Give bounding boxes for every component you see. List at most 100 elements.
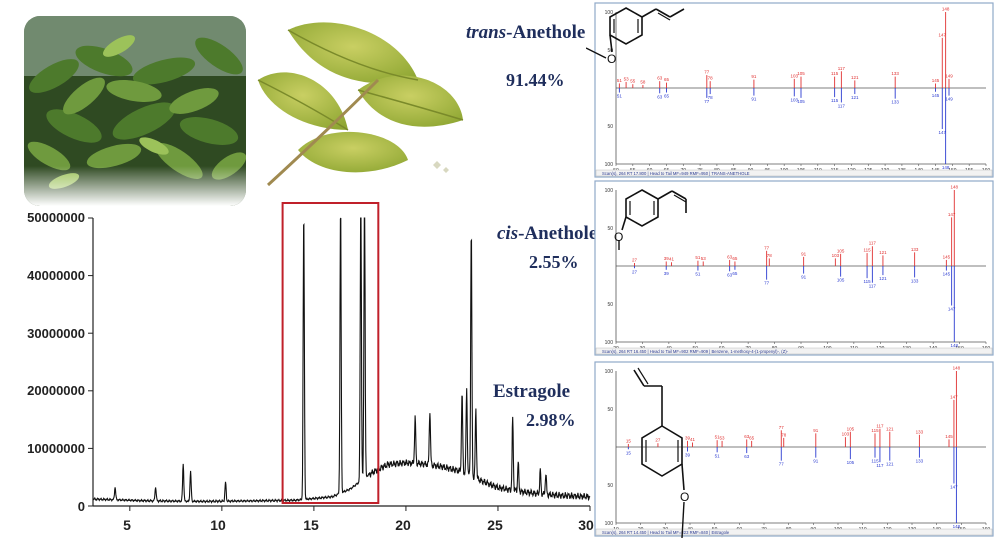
library-peak-label: 121 [886, 462, 894, 467]
sample-peak-label: 77 [704, 70, 710, 75]
sample-peak-label: 115 [863, 248, 871, 253]
sample-peak-label: 27 [655, 438, 661, 443]
compound-name-estragole: Estragole [493, 381, 570, 403]
spectrum-y-tick-label: 50 [607, 124, 613, 130]
library-peak-label: 78 [708, 95, 714, 100]
library-peak-label: 149 [945, 97, 953, 102]
x-tick-label: 10 [210, 517, 226, 533]
compound-suffix: -Anethole [506, 22, 586, 43]
library-peak-label: 115 [831, 98, 839, 103]
spectrum-footer-text: Scan(s), 264 RT 16.450 | Head to Tail MF… [602, 349, 789, 354]
sample-peak-label: 39 [685, 435, 691, 440]
sample-peak-label: 117 [838, 66, 846, 71]
library-peak-label: 133 [891, 100, 899, 105]
sample-peak-label: 105 [797, 71, 805, 76]
library-peak-label: 105 [797, 99, 805, 104]
library-peak-label: 51 [695, 272, 701, 277]
library-peak-label: 117 [869, 284, 877, 289]
x-tick-label: 25 [487, 517, 503, 533]
spectrum-y-tick-label: 50 [607, 483, 613, 489]
sample-peak-label: 117 [876, 423, 884, 428]
y-tick-label: 20000000 [27, 383, 85, 398]
mass-spectrum-trans-anethole: 1005050100505560657075808590951001051101… [594, 2, 994, 178]
sample-peak-label: 145 [932, 78, 940, 83]
library-peak-label: 133 [916, 459, 924, 464]
structure-estragole [633, 367, 685, 539]
library-peak-label: 117 [838, 103, 846, 108]
sample-peak-label: 145 [943, 254, 951, 259]
library-peak-label: 51 [617, 94, 623, 99]
x-tick-label: 5 [123, 517, 131, 533]
spectrum-footer-bar [595, 528, 993, 536]
sample-peak-label: 103 [842, 432, 850, 437]
sample-peak-label: 65 [732, 256, 738, 261]
library-peak-label: 51 [715, 453, 721, 458]
library-peak-label: 115 [871, 459, 879, 464]
highlight-box [281, 202, 380, 504]
sample-peak-label: 63 [657, 76, 663, 81]
sample-peak-label: 55 [630, 79, 636, 84]
library-peak-label: 121 [851, 95, 859, 100]
sample-peak-label: 133 [891, 71, 899, 76]
spectrum-y-tick-label: 50 [607, 226, 613, 232]
oxygen-atom-label: O [607, 52, 617, 66]
sample-peak-label: 148 [953, 366, 961, 371]
sample-peak-label: 148 [951, 185, 959, 190]
sample-peak-label: 117 [869, 241, 877, 246]
library-peak-label: 91 [801, 275, 807, 280]
sample-peak-label: 121 [886, 426, 894, 431]
sample-peak-label: 41 [690, 437, 696, 442]
compound-suffix: -Anethole [518, 223, 598, 244]
library-peak-label: 105 [837, 278, 845, 283]
sample-peak-label: 51 [715, 435, 721, 440]
spectrum-y-tick-label: 100 [605, 369, 614, 375]
library-peak-label: 148 [951, 343, 959, 348]
library-peak-label: 145 [932, 93, 940, 98]
sample-peak-label: 39 [664, 256, 670, 261]
sample-peak-label: 149 [945, 73, 953, 78]
x-tick-label: 15 [303, 517, 319, 533]
sample-peak-label: 145 [945, 434, 953, 439]
spectrum-y-tick-label: 50 [607, 407, 613, 413]
compound-suffix: Estragole [493, 381, 571, 402]
sample-peak-label: 53 [701, 256, 707, 261]
compound-percent-estragole: 2.98% [526, 410, 576, 430]
spectrum-footer-bar [595, 169, 993, 177]
spectrum-y-tick-label: 100 [605, 162, 614, 168]
spectrum-y-tick-label: 100 [605, 10, 614, 16]
library-peak-label: 77 [779, 462, 785, 467]
sample-peak-label: 65 [749, 435, 755, 440]
sample-peak-label: 77 [779, 425, 785, 430]
sample-peak-label: 147 [948, 212, 956, 217]
x-tick-label: 30 [578, 517, 594, 533]
y-tick-label: 50000000 [27, 210, 85, 225]
sample-peak-label: 147 [950, 394, 958, 399]
spectrum-frame [594, 180, 994, 356]
library-peak-label: 147 [950, 484, 958, 489]
sample-peak-label: 65 [664, 77, 670, 82]
sample-peak-label: 103 [832, 253, 840, 258]
y-tick-label: 10000000 [27, 441, 85, 456]
library-peak-label: 148 [953, 524, 961, 529]
library-peak-label: 91 [813, 459, 819, 464]
library-peak-label: 39 [685, 453, 691, 458]
sample-peak-label: 78 [781, 432, 787, 437]
library-peak-label: 148 [942, 165, 950, 170]
library-peak-label: 115 [863, 279, 871, 284]
x-tick-labels: 5 10 15 20 25 30 [123, 517, 594, 533]
spectrum-y-tick-label: 100 [605, 188, 614, 194]
library-peak-label: 117 [876, 463, 884, 468]
oxygen-atom-label: O [614, 230, 624, 244]
sample-peak-label: 15 [626, 438, 632, 443]
sample-peak-label: 51 [617, 78, 623, 83]
sample-peak-label: 121 [879, 250, 887, 255]
compound-percent-trans-anethole: 91.44% [506, 70, 565, 90]
spectrum-frame [594, 2, 994, 178]
library-peak-label: 39 [664, 271, 670, 276]
y-tick-label: 0 [78, 499, 85, 514]
sample-peak-label: 148 [942, 7, 950, 12]
library-peak-label: 77 [764, 281, 770, 286]
library-peak-label: 91 [751, 97, 757, 102]
library-peak-label: 105 [847, 460, 855, 465]
sample-peak-label: 115 [831, 71, 839, 76]
